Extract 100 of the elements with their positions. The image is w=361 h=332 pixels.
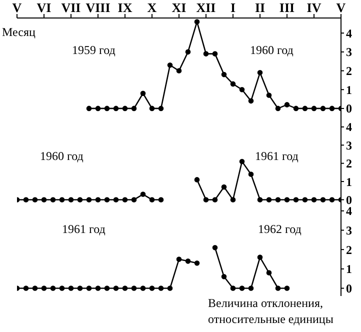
point	[284, 197, 290, 202]
y-tick-label: 3	[346, 223, 352, 238]
annotation: 1959 год	[72, 42, 116, 58]
point	[221, 274, 227, 280]
y-tick-label: 4	[346, 204, 352, 218]
point	[320, 106, 326, 112]
point	[194, 177, 200, 182]
point	[275, 286, 281, 291]
y-tick-label: 1	[346, 262, 352, 276]
point	[185, 258, 191, 264]
y-tick-label: 0	[346, 192, 352, 207]
point	[257, 254, 263, 260]
point	[194, 260, 200, 266]
annotation: Величина отклонения, относительные единицы	[208, 295, 334, 327]
x-tick-label: VII	[61, 0, 81, 15]
point	[113, 197, 119, 202]
point	[176, 256, 182, 262]
point	[131, 106, 137, 112]
annotation: 1961 год	[255, 148, 298, 164]
y-tick-label: 2	[346, 242, 352, 257]
point	[266, 270, 272, 276]
point	[311, 197, 317, 202]
point	[257, 70, 263, 76]
y-tick-label: 1	[346, 82, 352, 97]
point	[122, 106, 128, 112]
point	[104, 106, 110, 112]
x-tick-label: I	[230, 0, 236, 15]
point	[302, 106, 308, 112]
point	[239, 286, 245, 291]
point	[140, 192, 146, 197]
point	[86, 197, 92, 202]
point	[212, 51, 218, 56]
annotation: Месяц	[2, 24, 36, 40]
point	[140, 90, 146, 96]
point	[149, 197, 155, 202]
x-tick-label: III	[279, 0, 295, 15]
point	[212, 244, 218, 250]
point	[248, 286, 254, 291]
point	[95, 286, 101, 291]
point	[167, 62, 173, 68]
point	[302, 197, 308, 202]
point	[113, 286, 119, 291]
point	[293, 197, 299, 202]
point	[284, 102, 290, 108]
point	[248, 98, 254, 104]
annotation: 1960 год	[250, 42, 294, 58]
point	[59, 197, 65, 202]
point	[113, 106, 119, 112]
point	[212, 197, 218, 202]
point	[32, 286, 38, 291]
point	[230, 286, 236, 291]
point	[86, 106, 92, 112]
point	[329, 106, 335, 112]
x-tick-label: VIII	[86, 0, 110, 15]
point	[95, 197, 101, 202]
point	[230, 197, 236, 202]
point	[149, 106, 155, 112]
point	[59, 286, 65, 291]
point	[221, 72, 227, 78]
point	[248, 172, 254, 177]
point	[41, 197, 47, 202]
y-tick-label: 2	[346, 64, 352, 78]
point	[203, 51, 209, 56]
x-tick-label: XII	[196, 0, 216, 15]
point	[131, 286, 137, 291]
point	[122, 197, 128, 202]
point	[158, 197, 164, 202]
point	[221, 184, 227, 190]
point	[185, 49, 191, 55]
point	[266, 197, 272, 202]
point	[239, 86, 245, 92]
point	[194, 19, 200, 24]
y-tick-label: 0	[346, 102, 352, 116]
point	[320, 197, 326, 202]
point	[77, 197, 83, 202]
point	[32, 197, 38, 202]
point	[239, 158, 245, 164]
x-tick-label: VI	[36, 0, 52, 15]
x-tick-label: XI	[172, 0, 186, 15]
point	[176, 68, 182, 74]
x-tick-label: II	[254, 0, 266, 15]
point	[140, 286, 146, 291]
y-tick-label: 3	[346, 45, 352, 60]
annotation: 1960 год	[40, 148, 84, 164]
y-tick-label: 1	[346, 174, 352, 189]
y-tick-label: 2	[346, 156, 352, 171]
point	[104, 197, 110, 202]
point	[275, 106, 281, 112]
point	[122, 286, 128, 291]
point	[149, 286, 155, 291]
point	[311, 106, 317, 112]
point	[68, 197, 74, 202]
point	[203, 197, 209, 202]
point	[257, 197, 263, 202]
point	[50, 286, 56, 291]
point	[230, 81, 236, 87]
x-tick-label: IV	[306, 0, 322, 15]
y-tick-label: 4	[346, 26, 352, 40]
y-tick-label: 3	[346, 138, 352, 152]
point	[284, 286, 290, 291]
